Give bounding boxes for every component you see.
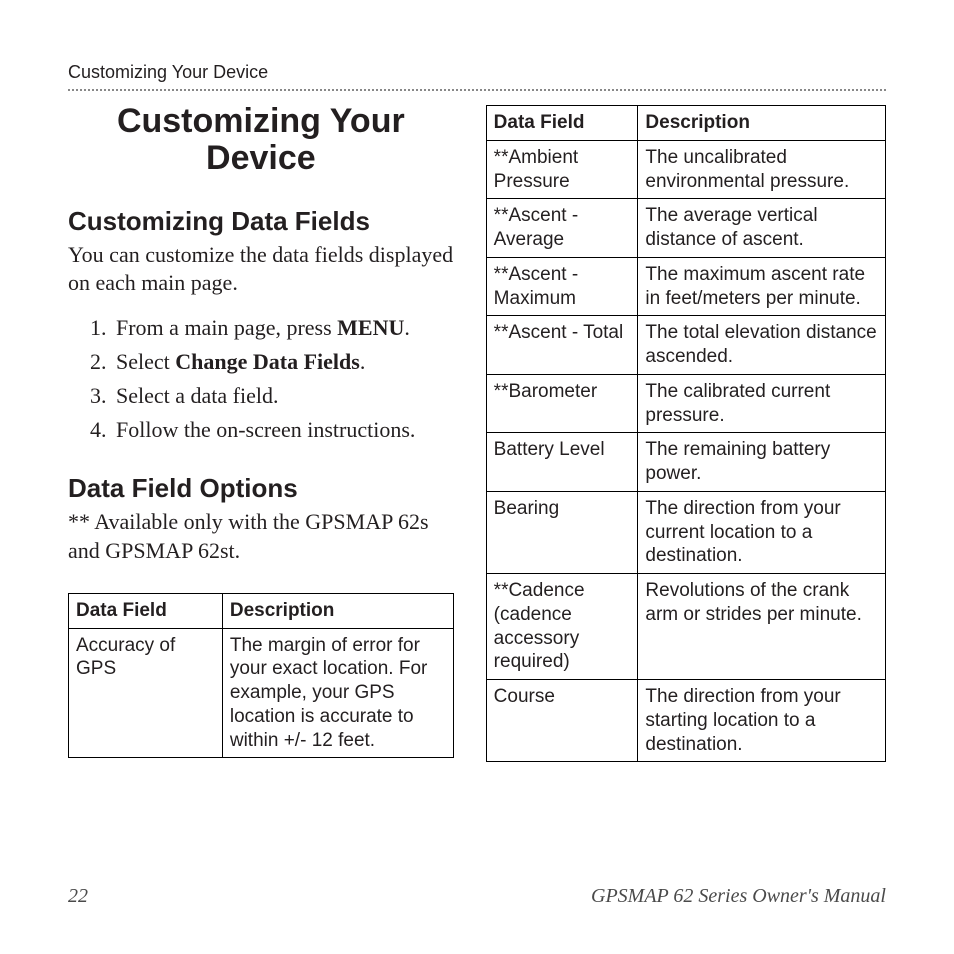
table-header-desc: Description xyxy=(222,593,453,628)
cell-field: **Ascent - Maximum xyxy=(486,257,638,316)
step-text: Select xyxy=(116,349,175,374)
page-number: 22 xyxy=(68,885,88,908)
table-header-field: Data Field xyxy=(69,593,223,628)
cell-desc: The remaining battery power. xyxy=(638,433,886,492)
step-text: . xyxy=(360,349,366,374)
availability-note: ** Available only with the GPSMAP 62s an… xyxy=(68,508,454,564)
page-footer: 22 GPSMAP 62 Series Owner's Manual xyxy=(68,885,886,908)
table-row: **Cadence (cadence accessory required) R… xyxy=(486,574,885,680)
section-data-field-options-title: Data Field Options xyxy=(68,473,454,504)
table-header-row: Data Field Description xyxy=(69,593,454,628)
step-text: . xyxy=(404,315,410,340)
cell-field: Battery Level xyxy=(486,433,638,492)
manual-title: GPSMAP 62 Series Owner's Manual xyxy=(591,885,886,908)
table-row: **Ambient Pressure The uncalibrated envi… xyxy=(486,140,885,199)
cell-field: **Barometer xyxy=(486,374,638,433)
running-head: Customizing Your Device xyxy=(68,62,886,91)
cell-desc: The maximum ascent rate in feet/meters p… xyxy=(638,257,886,316)
table-row: Battery Level The remaining battery powe… xyxy=(486,433,885,492)
cell-desc: The average vertical distance of ascent. xyxy=(638,199,886,258)
table-header-field: Data Field xyxy=(486,106,638,141)
data-fields-table-left: Data Field Description Accuracy of GPS T… xyxy=(68,593,454,759)
step-item: From a main page, press MENU. xyxy=(112,311,454,345)
step-bold: MENU xyxy=(337,315,404,340)
cell-field: **Ascent - Total xyxy=(486,316,638,375)
data-fields-table-right: Data Field Description **Ambient Pressur… xyxy=(486,105,886,762)
table-row: **Ascent - Total The total elevation dis… xyxy=(486,316,885,375)
step-text: Follow the on-screen instructions. xyxy=(116,417,415,442)
cell-desc: Revolutions of the crank arm or strides … xyxy=(638,574,886,680)
table-header-row: Data Field Description xyxy=(486,106,885,141)
cell-field: **Cadence (cadence accessory required) xyxy=(486,574,638,680)
step-item: Select Change Data Fields. xyxy=(112,345,454,379)
chapter-title: Customizing Your Device xyxy=(68,103,454,178)
cell-field: **Ascent - Average xyxy=(486,199,638,258)
step-text: Select a data field. xyxy=(116,383,278,408)
manual-page: Customizing Your Device Customizing Your… xyxy=(0,0,954,954)
cell-field: Accuracy of GPS xyxy=(69,628,223,758)
step-text: From a main page, press xyxy=(116,315,337,340)
cell-desc: The direction from your starting locatio… xyxy=(638,680,886,762)
cell-field: Bearing xyxy=(486,491,638,573)
step-item: Follow the on-screen instructions. xyxy=(112,413,454,447)
cell-field: Course xyxy=(486,680,638,762)
table-row: Bearing The direction from your current … xyxy=(486,491,885,573)
left-column: Customizing Your Device Customizing Data… xyxy=(68,103,454,762)
section-customizing-data-fields-intro: You can customize the data fields displa… xyxy=(68,241,454,297)
table-row: **Ascent - Maximum The maximum ascent ra… xyxy=(486,257,885,316)
cell-field: **Ambient Pressure xyxy=(486,140,638,199)
right-column: Data Field Description **Ambient Pressur… xyxy=(486,103,886,762)
table-header-desc: Description xyxy=(638,106,886,141)
cell-desc: The calibrated current pressure. xyxy=(638,374,886,433)
steps-list: From a main page, press MENU. Select Cha… xyxy=(68,311,454,447)
cell-desc: The uncalibrated environmental pressure. xyxy=(638,140,886,199)
section-customizing-data-fields-title: Customizing Data Fields xyxy=(68,206,454,237)
table-row: Accuracy of GPS The margin of error for … xyxy=(69,628,454,758)
table-row: **Barometer The calibrated current press… xyxy=(486,374,885,433)
step-item: Select a data field. xyxy=(112,379,454,413)
cell-desc: The total elevation distance ascended. xyxy=(638,316,886,375)
step-bold: Change Data Fields xyxy=(175,349,360,374)
two-column-layout: Customizing Your Device Customizing Data… xyxy=(68,103,886,762)
cell-desc: The direction from your current location… xyxy=(638,491,886,573)
cell-desc: The margin of error for your exact locat… xyxy=(222,628,453,758)
table-row: **Ascent - Average The average vertical … xyxy=(486,199,885,258)
table-row: Course The direction from your starting … xyxy=(486,680,885,762)
